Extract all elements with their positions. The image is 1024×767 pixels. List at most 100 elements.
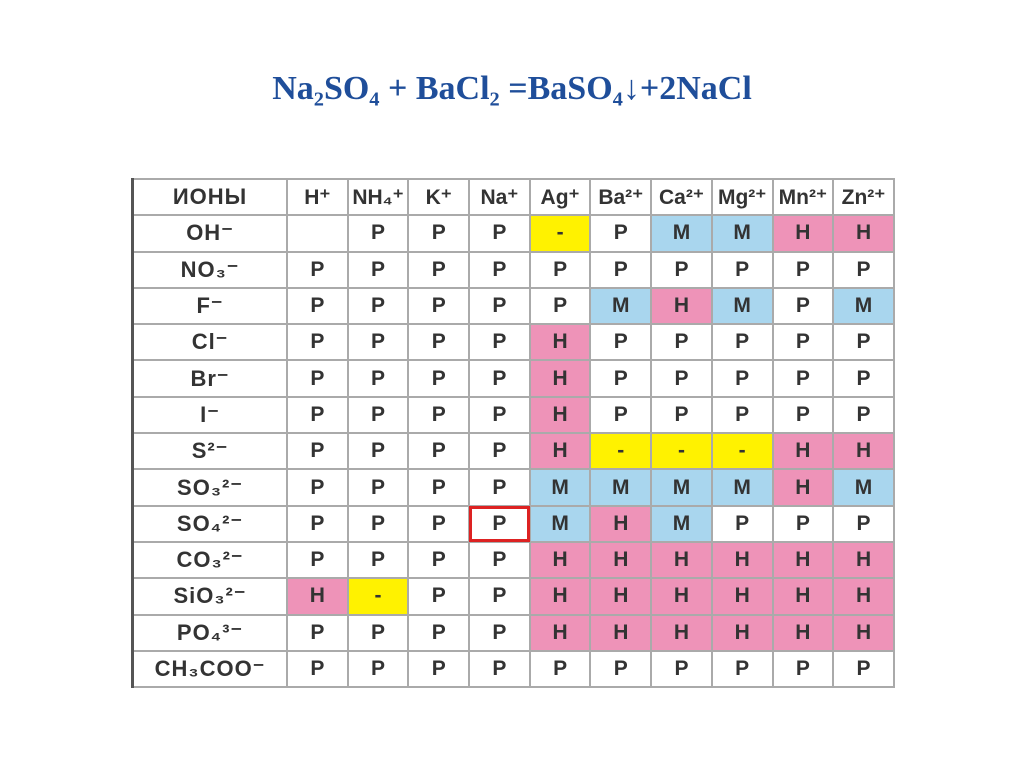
cell: Р <box>468 250 531 289</box>
column-header: Ba²⁺ <box>589 177 653 217</box>
table-row: NO₃⁻ Р Р Р Р Р Р Р Р Р Р <box>131 250 895 289</box>
table-row: S²⁻ Р Р Р Р Н - - - Н Н <box>131 432 895 471</box>
cell: Р <box>286 250 349 289</box>
cell: Р <box>832 395 895 435</box>
cell: Н <box>650 286 713 326</box>
cell: Н <box>650 577 713 616</box>
cell: Р <box>589 214 653 253</box>
cell: Р <box>407 468 471 507</box>
table-row: OH⁻ Р Р Р - Р М М Н Н <box>131 214 895 253</box>
cell: Р <box>710 250 774 289</box>
table-row: Br⁻ Р Р Р Р Н Р Р Р Р Р <box>131 359 895 398</box>
cell: М <box>650 214 713 253</box>
cell: Р <box>771 286 835 326</box>
cell: Н <box>771 432 835 471</box>
column-header: ИОНЫ <box>131 177 288 217</box>
cell: Р <box>346 323 410 362</box>
cell: Р <box>468 214 531 253</box>
cell: М <box>650 504 713 543</box>
cell: Н <box>771 214 835 253</box>
row-header: OH⁻ <box>131 214 288 253</box>
cell: Р <box>771 250 835 289</box>
cell: Р <box>407 540 471 580</box>
cell: Р <box>346 214 410 253</box>
cell: Р <box>528 286 592 326</box>
cell: Р <box>468 613 531 652</box>
cell: Н <box>650 540 713 580</box>
cell: Н <box>286 577 349 616</box>
cell: - <box>650 432 713 471</box>
cell: Р <box>650 649 713 689</box>
cell: М <box>832 468 895 507</box>
table-body: OH⁻ Р Р Р - Р М М Н Н NO₃⁻ Р Р Р Р Р Р Р Р Р Р F⁻ Р Р Р Р Р М Н М Р М Cl… <box>131 214 895 689</box>
cell: Н <box>771 468 835 507</box>
cell: Р <box>286 649 349 689</box>
cell: Р <box>346 286 410 326</box>
table-row: SO₄²⁻ Р Р Р Р М Н М Р Р Р <box>131 504 895 543</box>
cell: Р <box>710 395 774 435</box>
cell: Р <box>407 504 471 543</box>
row-header: S²⁻ <box>131 432 288 471</box>
cell: Н <box>710 577 774 616</box>
cell: Р <box>832 504 895 543</box>
cell: Р <box>346 359 410 398</box>
cell: Р <box>286 504 349 543</box>
column-header: Mg²⁺ <box>710 177 774 217</box>
cell: М <box>710 468 774 507</box>
cell: Р <box>589 395 653 435</box>
table-row: F⁻ Р Р Р Р Р М Н М Р М <box>131 286 895 326</box>
cell: Р <box>346 613 410 652</box>
cell: Р <box>589 323 653 362</box>
cell: Н <box>528 540 592 580</box>
cell: Н <box>589 577 653 616</box>
cell: Н <box>528 577 592 616</box>
cell: Р <box>832 323 895 362</box>
table-row: CO₃²⁻ Р Р Р Р Н Н Н Н Н Н <box>131 540 895 580</box>
solubility-table: ИОНЫ H⁺ NH₄⁺ K⁺ Na⁺ Ag⁺ Ba²⁺ Ca²⁺ Mg²⁺ Mn²⁺ Zn²⁺ O… <box>131 177 895 689</box>
cell: Р <box>468 432 531 471</box>
cell: Р <box>286 359 349 398</box>
cell: Р <box>650 395 713 435</box>
cell: Р <box>589 359 653 398</box>
cell: М <box>650 468 713 507</box>
table-row: I⁻ Р Р Р Р Н Р Р Р Р Р <box>131 395 895 435</box>
table-row: Cl⁻ Р Р Р Р Н Р Р Р Р Р <box>131 323 895 362</box>
cell: Р <box>589 250 653 289</box>
cell: Н <box>710 540 774 580</box>
row-header: SO₄²⁻ <box>131 504 288 543</box>
table-row: PO₄³⁻ Р Р Р Р Н Н Н Н Н Н <box>131 613 895 652</box>
row-header: Br⁻ <box>131 359 288 398</box>
cell: Р <box>832 649 895 689</box>
cell: М <box>832 286 895 326</box>
cell: Р <box>710 649 774 689</box>
cell: Р <box>407 613 471 652</box>
cell: Р <box>771 395 835 435</box>
cell: Н <box>589 613 653 652</box>
slide-title: Na₂SO₄ + BaCl₂ =BaSO₄↓+2NaCl <box>272 70 752 107</box>
row-header: Cl⁻ <box>131 323 288 362</box>
cell: Р <box>346 395 410 435</box>
cell: Р <box>407 214 471 253</box>
table-header: ИОНЫ H⁺ NH₄⁺ K⁺ Na⁺ Ag⁺ Ba²⁺ Ca²⁺ Mg²⁺ Mn²⁺ Zn²⁺ <box>131 177 895 217</box>
cell: Р <box>286 468 349 507</box>
cell: Н <box>528 359 592 398</box>
cell: - <box>528 214 592 253</box>
cell: Н <box>589 504 653 543</box>
cell: Н <box>710 613 774 652</box>
cell: Н <box>771 540 835 580</box>
cell: Н <box>832 214 895 253</box>
column-header: H⁺ <box>286 177 349 217</box>
cell: Р <box>468 359 531 398</box>
cell: Р <box>407 250 471 289</box>
cell <box>286 214 349 253</box>
cell: Р <box>346 250 410 289</box>
cell: Н <box>528 432 592 471</box>
cell: - <box>589 432 653 471</box>
column-header: Mn²⁺ <box>771 177 835 217</box>
cell: Р <box>286 613 349 652</box>
cell: Р <box>286 540 349 580</box>
cell: Р <box>771 649 835 689</box>
row-header: I⁻ <box>131 395 288 435</box>
cell: Р <box>468 504 531 543</box>
